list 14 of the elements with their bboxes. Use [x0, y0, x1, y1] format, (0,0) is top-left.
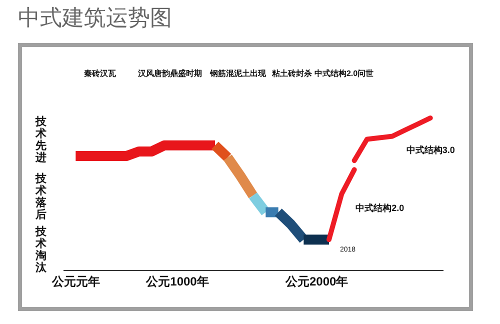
- text: 秦砖汉瓦: [84, 69, 116, 78]
- x-tick-label: 公元1000年: [145, 274, 209, 288]
- chart-title: 中式建筑运势图: [18, 5, 172, 30]
- text: 中式结构2.0问世: [314, 69, 374, 78]
- text: 技术落后: [34, 172, 48, 221]
- text: 粘土砖封杀: [271, 69, 312, 78]
- text: 钢筋混泥土出现: [209, 69, 267, 78]
- series-label: 中式结构3.0: [406, 145, 455, 156]
- text: 汉风唐韵鼎盛时期: [137, 69, 202, 78]
- text: 技术淘汰: [34, 225, 48, 274]
- series-label: 中式结构2.0: [356, 203, 404, 213]
- x-tick-label: 公元元年: [51, 274, 100, 288]
- x-tick-label: 公元2000年: [284, 274, 348, 288]
- text: 技术先进: [34, 115, 48, 164]
